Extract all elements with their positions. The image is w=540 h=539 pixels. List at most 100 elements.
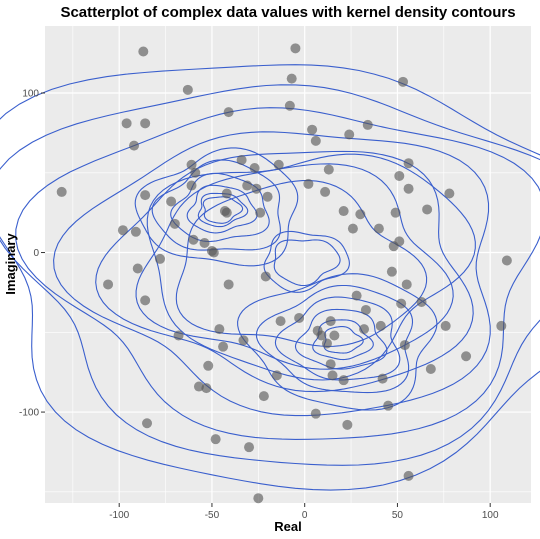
data-point [210, 434, 221, 445]
data-point [169, 218, 180, 229]
data-point [140, 118, 151, 129]
data-point [329, 330, 340, 341]
data-point [271, 370, 282, 381]
data-point [253, 493, 264, 504]
data-point [103, 279, 114, 290]
data-point [321, 338, 332, 349]
data-point [214, 324, 225, 335]
data-point [132, 263, 143, 274]
data-point [375, 320, 386, 331]
data-point [394, 170, 405, 181]
density-contour [135, 163, 454, 370]
data-point [338, 375, 349, 386]
data-point [342, 419, 353, 430]
grid-lines [45, 26, 531, 503]
data-point [286, 73, 297, 84]
y-axis: 100 0 -100 [19, 89, 45, 419]
data-point [236, 155, 247, 166]
density-contour [175, 180, 428, 347]
scatter-points [56, 43, 512, 504]
data-point [390, 207, 401, 218]
data-point [399, 340, 410, 351]
data-point [416, 296, 427, 307]
density-contour [255, 284, 414, 394]
data-point [186, 159, 197, 170]
data-point [121, 118, 132, 129]
data-point [201, 383, 212, 394]
data-point [275, 316, 286, 327]
data-point [303, 178, 314, 189]
data-point [140, 190, 151, 201]
data-point [129, 140, 140, 151]
data-point [403, 183, 414, 194]
data-point [383, 400, 394, 411]
data-point [130, 226, 141, 237]
x-axis-title: Real [274, 519, 301, 534]
data-point [310, 408, 321, 419]
density-contour [0, 84, 540, 466]
data-point [377, 373, 388, 384]
x-tick-label: 100 [482, 510, 499, 521]
chart-title: Scatterplot of complex data values with … [60, 4, 515, 21]
data-point [173, 330, 184, 341]
data-point [190, 167, 201, 178]
data-point [323, 164, 334, 175]
data-point [56, 186, 67, 197]
data-point [273, 159, 284, 170]
data-point [440, 320, 451, 331]
data-point [398, 76, 409, 87]
data-point [496, 320, 507, 331]
data-point [325, 359, 336, 370]
x-tick-label: -100 [109, 510, 129, 521]
density-contour [134, 147, 299, 267]
data-point [351, 290, 362, 301]
data-point [386, 266, 397, 277]
data-point [396, 298, 407, 309]
data-point [249, 162, 260, 173]
data-point [422, 204, 433, 215]
density-contour [186, 184, 258, 234]
data-point [362, 119, 373, 130]
data-point [262, 191, 273, 202]
data-point [199, 237, 210, 248]
data-point [284, 100, 295, 111]
density-contour [197, 192, 249, 228]
data-point [338, 206, 349, 217]
data-point [117, 225, 128, 236]
data-point [290, 43, 301, 54]
data-point [294, 312, 305, 323]
data-point [355, 209, 366, 220]
data-point [238, 335, 249, 346]
plot-panel [45, 26, 531, 503]
density-contour [312, 319, 374, 361]
data-point [425, 363, 436, 374]
data-point [188, 234, 199, 245]
data-point [186, 180, 197, 191]
data-point [242, 180, 253, 191]
data-point [166, 196, 177, 207]
density-contour [273, 239, 341, 287]
data-point [403, 158, 414, 169]
data-point [316, 330, 327, 341]
data-point [223, 107, 234, 118]
x-tick-label: -50 [205, 510, 220, 521]
data-point [307, 124, 318, 135]
data-point [260, 271, 271, 282]
data-point [255, 207, 266, 218]
y-axis-title: Imaginary [3, 233, 18, 295]
data-point [244, 442, 255, 453]
data-point [403, 470, 414, 481]
data-point [327, 370, 338, 381]
data-point [193, 381, 204, 392]
data-point [344, 129, 355, 140]
data-point [251, 183, 262, 194]
data-point [373, 223, 384, 234]
y-tick-label: 100 [22, 89, 39, 100]
density-contour [15, 107, 540, 440]
data-point [325, 316, 336, 327]
data-point [203, 360, 214, 371]
density-contour [0, 64, 540, 491]
data-point [221, 207, 232, 218]
data-point [394, 236, 405, 247]
data-point [444, 188, 455, 199]
